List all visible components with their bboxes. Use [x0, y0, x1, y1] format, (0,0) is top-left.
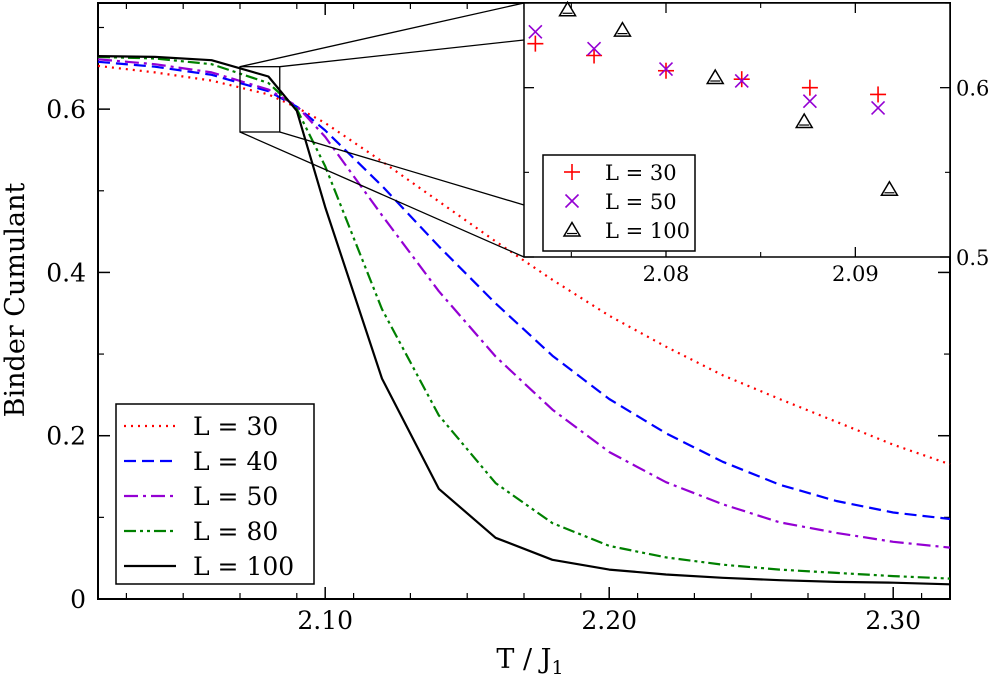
zoom-connector-top — [239, 2, 525, 68]
inset-y-tick-label: 0.6 — [956, 77, 989, 101]
x-tick-label: 2.10 — [297, 606, 353, 635]
inset-point-50 — [734, 73, 749, 88]
y-tick-label: 0 — [70, 585, 86, 614]
curve-50 — [97, 58, 951, 549]
legend-label-30: L = 30 — [193, 412, 278, 441]
inset-point-30 — [870, 86, 887, 103]
inset-x-tick-label: 2.09 — [832, 262, 879, 286]
inset-point-100 — [705, 68, 725, 85]
inset-point-30 — [733, 71, 750, 88]
inset-point-100 — [880, 180, 899, 197]
y-tick-label: 0.4 — [46, 258, 86, 287]
inset-point-50 — [586, 41, 602, 56]
inset-legend-marker-100 — [562, 221, 582, 237]
zoom-indicator — [239, 2, 525, 258]
x-axis-title: T / J1 — [496, 644, 563, 679]
x-marker-b — [870, 100, 886, 116]
zoom-connector-top-inner — [279, 39, 525, 68]
y-tick-label: 0.2 — [46, 422, 86, 451]
curve-100 — [97, 55, 951, 586]
x-axis-title-subscript: 1 — [552, 657, 564, 679]
legend-label-40: L = 40 — [193, 447, 278, 476]
x-tick-label: 2.20 — [581, 606, 637, 635]
inset-data-points — [527, 0, 899, 197]
x-marker-b — [528, 24, 543, 39]
y-tick-label: 0.6 — [46, 95, 86, 124]
inset-legend-label-30: L = 30 — [605, 161, 677, 185]
curve-80 — [97, 55, 951, 580]
zoom-box — [239, 66, 281, 133]
inset-point-50 — [802, 94, 817, 109]
x-marker-b — [734, 73, 749, 88]
inset-point-100 — [558, 0, 577, 17]
inset-point-30 — [527, 35, 544, 52]
inset-point-30 — [801, 79, 818, 96]
inset-point-100 — [794, 112, 814, 129]
x-marker-b — [802, 94, 817, 109]
inset-x-tick-label: 2.08 — [643, 262, 690, 286]
curve-40 — [97, 60, 951, 521]
inset-legend-label-50: L = 50 — [605, 190, 677, 214]
inset-legend: L = 30 L = 50 L = 100 — [562, 161, 690, 243]
y-axis-title: Binder Cumulant — [0, 183, 31, 418]
inset-point-50 — [870, 100, 886, 116]
inset-legend-marker-30 — [564, 164, 580, 180]
x-marker-b — [586, 41, 602, 56]
main-legend-box — [115, 403, 315, 585]
inset-y-tick-label: 0.5 — [956, 246, 989, 270]
x-tick-label: 2.30 — [865, 606, 921, 635]
inset-legend-marker-50 — [564, 193, 580, 209]
inset-legend-box — [542, 154, 696, 252]
zoom-connector-bottom-inner — [279, 131, 525, 206]
x-marker-b — [658, 61, 674, 77]
inset-point-50 — [658, 61, 674, 77]
main-legend: L = 30 L = 40 L = 50 L = 80 L = 100 — [124, 412, 294, 581]
legend-label-50: L = 50 — [193, 482, 278, 511]
inset-legend-label-100: L = 100 — [605, 219, 690, 243]
inset-point-30 — [586, 47, 603, 64]
inset-axis-ticks: 2.08 2.09 0.5 0.6 — [524, 2, 989, 286]
legend-label-80: L = 80 — [193, 517, 278, 546]
zoom-connector-bottom — [239, 131, 525, 258]
x-marker-b — [564, 193, 580, 209]
inset-point-30 — [658, 62, 674, 79]
main-plot-curves — [97, 55, 951, 586]
inset-point-50 — [528, 24, 543, 39]
inset-point-100 — [613, 21, 632, 37]
legend-label-100: L = 100 — [193, 552, 294, 581]
